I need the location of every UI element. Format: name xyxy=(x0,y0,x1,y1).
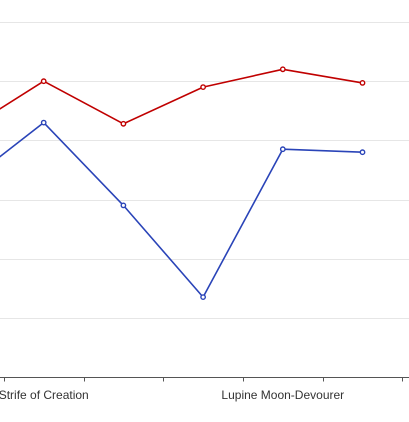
series-1-point xyxy=(200,84,207,91)
series-1-line xyxy=(0,68,363,125)
series-2-point xyxy=(359,149,366,156)
series-1-point xyxy=(359,80,366,86)
x-tick-label: Strife of Creation xyxy=(0,388,89,402)
x-tick-label: Lupine Moon-Devourer xyxy=(221,388,344,402)
series-1-point xyxy=(279,66,286,73)
series-2-point xyxy=(40,119,47,126)
grid xyxy=(0,22,409,319)
series-1-point xyxy=(120,120,127,127)
series-group xyxy=(0,66,366,300)
x-tick-labels: Strife of Creation Lupine Moon-Devourer xyxy=(0,388,344,402)
series-2-point xyxy=(279,146,286,153)
series-2-line xyxy=(0,121,363,298)
x-axis xyxy=(0,377,409,382)
series-1-point xyxy=(40,78,47,85)
series-2-point xyxy=(120,202,127,209)
series-2-point xyxy=(200,294,207,300)
